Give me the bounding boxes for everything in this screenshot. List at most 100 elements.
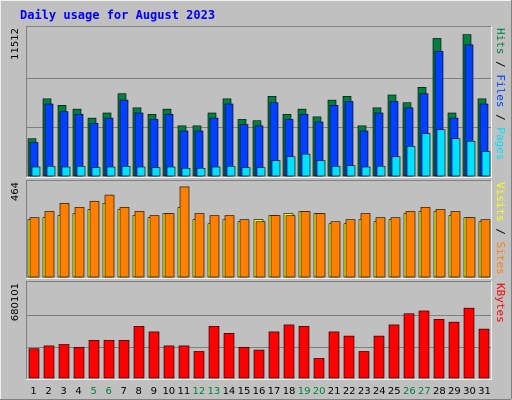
bar-sites-day-8 [134, 211, 145, 278]
bar-kbytes-day-15 [238, 346, 250, 379]
bar-files-day-8 [134, 112, 144, 177]
bar-pages-day-24 [376, 166, 386, 177]
bar-pages-day-28 [436, 129, 446, 177]
bar-kbytes-day-16 [253, 349, 265, 379]
bar-pages-day-25 [391, 156, 401, 177]
bar-kbytes-day-9 [148, 331, 160, 379]
x-tick-label-5: 5 [90, 386, 96, 397]
bar-kbytes-day-23 [358, 351, 370, 379]
bar-sites-day-21 [330, 221, 341, 278]
bar-sites-day-13 [209, 215, 220, 278]
panel-bottom-series-label: KBytes [494, 283, 507, 323]
panel-top-ymax-label: 11512 [10, 28, 21, 60]
bar-kbytes-day-17 [268, 331, 280, 379]
panel-top-series-label-part-4: / [494, 108, 507, 128]
bar-pages-day-13 [211, 166, 221, 177]
x-tick-label-20: 20 [313, 386, 326, 397]
bar-kbytes-day-26 [403, 313, 415, 379]
bar-pages-day-17 [271, 160, 281, 177]
bar-pages-day-23 [361, 166, 371, 177]
panel-bottom-ymax-label: 680101 [10, 283, 21, 321]
bar-kbytes-day-19 [298, 326, 310, 379]
panel-middle: 464 Visits / Sites [10, 180, 507, 279]
bar-kbytes-day-20 [313, 358, 325, 379]
x-tick-label-2: 2 [45, 386, 51, 397]
x-tick-label-30: 30 [463, 386, 476, 397]
bar-kbytes-day-2 [43, 345, 55, 379]
bar-kbytes-day-13 [208, 326, 220, 379]
x-tick-label-18: 18 [283, 386, 296, 397]
bar-sites-day-26 [405, 211, 416, 278]
bar-pages-day-12 [196, 167, 206, 177]
x-tick-label-7: 7 [121, 386, 127, 397]
bar-pages-day-10 [166, 166, 176, 177]
bar-kbytes-day-10 [163, 345, 175, 379]
bar-kbytes-day-25 [388, 324, 400, 379]
panel-bottom-series-label-part-1: KBytes [494, 283, 507, 323]
bar-files-day-3 [59, 111, 69, 177]
bar-sites-day-7 [119, 207, 130, 278]
x-tick-label-11: 11 [177, 386, 190, 397]
bar-kbytes-day-24 [373, 335, 385, 379]
bar-kbytes-day-8 [133, 326, 145, 379]
bar-sites-day-12 [194, 213, 205, 278]
x-tick-label-22: 22 [343, 386, 356, 397]
bar-kbytes-day-27 [418, 310, 430, 379]
bar-pages-day-11 [181, 167, 191, 177]
x-tick-label-4: 4 [75, 386, 81, 397]
bar-pages-day-4 [76, 166, 86, 177]
x-tick-label-25: 25 [388, 386, 401, 397]
bar-kbytes-day-7 [118, 339, 130, 379]
bar-pages-day-1 [31, 166, 41, 177]
x-tick-label-14: 14 [223, 386, 236, 397]
bar-pages-day-22 [346, 165, 356, 177]
x-tick-label-9: 9 [151, 386, 157, 397]
bar-kbytes-day-12 [193, 351, 205, 379]
bar-pages-day-16 [256, 167, 266, 177]
x-tick-label-28: 28 [433, 386, 446, 397]
bar-sites-day-25 [390, 217, 401, 278]
bar-kbytes-day-18 [283, 324, 295, 379]
panel-top-series-label-part-3: Files [494, 74, 507, 107]
bar-sites-day-30 [465, 217, 476, 278]
bar-kbytes-day-1 [28, 348, 40, 379]
bar-sites-day-18 [285, 215, 296, 278]
bar-sites-day-19 [300, 211, 311, 278]
bar-sites-day-10 [164, 213, 175, 278]
panel-top: 11512 Hits / Files / Pages [10, 26, 507, 178]
x-tick-label-1: 1 [30, 386, 36, 397]
x-tick-label-17: 17 [268, 386, 281, 397]
bar-sites-day-6 [104, 194, 115, 278]
bar-pages-day-30 [466, 140, 476, 177]
bar-sites-day-11 [179, 186, 190, 278]
panel-middle-series-label-part-2: / [494, 222, 507, 242]
bar-pages-day-8 [136, 166, 146, 177]
bar-sites-day-31 [480, 219, 491, 278]
bar-pages-day-21 [331, 166, 341, 177]
x-tick-label-16: 16 [253, 386, 266, 397]
bar-kbytes-day-14 [223, 333, 235, 379]
chart-title: Daily usage for August 2023 [20, 8, 215, 22]
x-tick-label-12: 12 [193, 386, 206, 397]
x-tick-label-19: 19 [298, 386, 311, 397]
bar-pages-day-18 [286, 156, 296, 177]
x-tick-label-13: 13 [208, 386, 221, 397]
panel-top-series-label: Hits / Files / Pages [494, 28, 507, 161]
bar-kbytes-day-4 [73, 346, 85, 379]
x-tick-label-10: 10 [162, 386, 175, 397]
bar-pages-day-5 [91, 167, 101, 177]
bar-sites-day-14 [224, 215, 235, 278]
bar-files-day-22 [344, 101, 354, 177]
bar-kbytes-day-5 [88, 339, 100, 379]
bar-pages-day-7 [121, 166, 131, 177]
x-tick-label-27: 27 [418, 386, 431, 397]
panel-top-series-label-part-2: / [494, 55, 507, 75]
bar-kbytes-day-31 [478, 328, 490, 379]
bar-sites-day-1 [29, 217, 40, 278]
bar-kbytes-day-28 [433, 319, 445, 379]
panel-middle-series-label: Visits / Sites [494, 182, 507, 275]
bar-pages-day-31 [481, 151, 491, 177]
x-tick-label-3: 3 [60, 386, 66, 397]
bar-sites-day-24 [375, 217, 386, 278]
